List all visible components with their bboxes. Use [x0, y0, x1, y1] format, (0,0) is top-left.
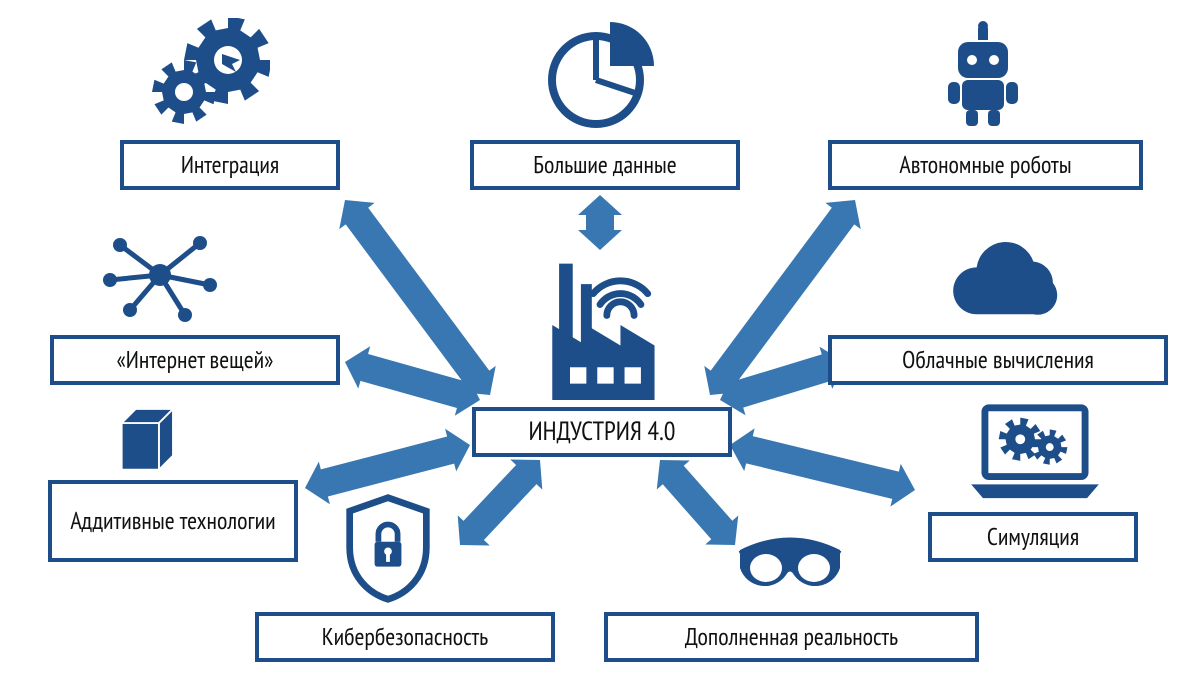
node-integration: Интеграция: [120, 140, 340, 190]
node-additive: Аддитивные технологии: [48, 480, 298, 562]
gears-icon: [150, 18, 270, 128]
double-arrow: [578, 195, 622, 250]
node-robots-label: Автономные роботы: [899, 151, 1071, 179]
node-simulation: Симуляция: [928, 512, 1138, 562]
node-additive-label: Аддитивные технологии: [70, 507, 275, 535]
node-cloud: Облачные вычисления: [828, 335, 1168, 385]
node-ar: Дополненная реальность: [604, 612, 979, 662]
node-cybersec: Кибербезопасность: [255, 612, 555, 662]
node-cybersec-label: Кибербезопасность: [322, 623, 488, 651]
robot-icon: [928, 20, 1038, 130]
double-arrow: [339, 200, 495, 395]
center-node-label: ИНДУСТРИЯ 4.0: [529, 417, 676, 447]
node-iot: «Интернет вещей»: [50, 335, 340, 385]
node-bigdata: Большие данные: [470, 140, 740, 190]
node-iot-label: «Интернет вещей»: [117, 346, 274, 374]
node-robots: Автономные роботы: [828, 140, 1143, 190]
node-bigdata-label: Большие данные: [533, 151, 676, 179]
factory-icon: [530, 250, 670, 400]
pie-chart-icon: [546, 20, 656, 130]
node-cloud-label: Облачные вычисления: [902, 346, 1094, 374]
double-arrow: [458, 459, 543, 545]
node-integration-label: Интеграция: [181, 151, 279, 179]
node-simulation-label: Симуляция: [987, 523, 1079, 551]
cloud-icon: [940, 238, 1070, 326]
ar-goggles-icon: [720, 520, 860, 600]
double-arrow: [345, 346, 480, 416]
shield-lock-icon: [338, 490, 438, 605]
diagram-canvas: ИНДУСТРИЯ 4.0 Интеграция Большие данные: [0, 0, 1200, 697]
laptop-gears-icon: [960, 398, 1110, 506]
center-node: ИНДУСТРИЯ 4.0: [472, 407, 732, 457]
double-arrow: [720, 347, 845, 415]
double-arrow: [730, 428, 915, 506]
cube-icon: [100, 395, 190, 479]
network-icon: [100, 225, 220, 325]
node-ar-label: Дополненная реальность: [685, 623, 898, 651]
